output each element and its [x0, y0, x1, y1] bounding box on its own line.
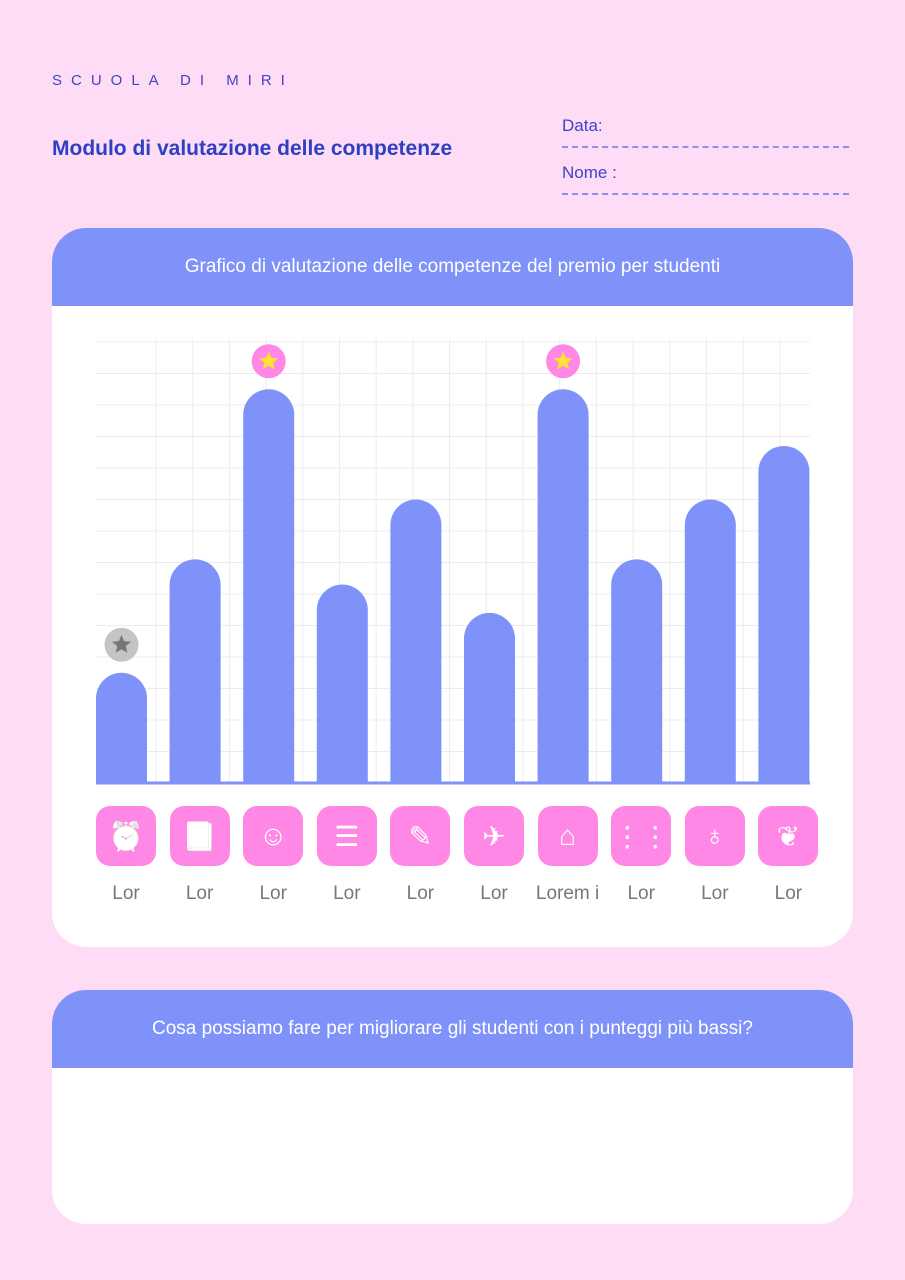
bar	[316, 584, 368, 783]
apple-icon-box: ♁	[684, 806, 745, 866]
name-field[interactable]: Nome :	[562, 163, 849, 195]
brand: SCUOLA DI MIRI	[52, 72, 294, 89]
star-icon	[112, 634, 131, 653]
plant-book-icon-box: ❦	[758, 806, 819, 866]
bar	[464, 612, 515, 783]
category-label: Lor	[185, 883, 214, 904]
bar	[243, 389, 295, 783]
star-icon	[259, 351, 279, 370]
book-icon: 📕	[182, 820, 218, 852]
bar	[684, 499, 736, 783]
date-field[interactable]: Data:	[562, 116, 849, 148]
paper-plane-icon: ✈	[482, 820, 506, 852]
question-heading: Cosa possiamo fare per migliorare gli st…	[52, 990, 853, 1068]
star-icon	[553, 351, 573, 370]
question-card: Cosa possiamo fare per migliorare gli st…	[52, 990, 853, 1224]
bar	[96, 672, 147, 783]
pencil-icon: ✎	[408, 820, 433, 852]
3d-printer-icon-box: ⌂	[537, 806, 598, 866]
bar	[390, 499, 442, 783]
alarm-clock-icon: ⏰	[108, 820, 144, 852]
abacus-icon-box: ⋮⋮	[611, 806, 672, 866]
head-icon: ☺	[258, 820, 288, 851]
category-label: Lor	[774, 883, 803, 904]
category-label: Lor	[480, 883, 508, 904]
bar	[611, 559, 663, 783]
category-label: Lor	[112, 883, 140, 904]
bar	[537, 389, 589, 783]
head-icon-box: ☺	[243, 806, 304, 866]
category-label: Lor	[259, 883, 287, 904]
drawers-icon: ☰	[334, 820, 360, 852]
category-label: Lor	[333, 883, 361, 904]
3d-printer-icon: ⌂	[559, 820, 577, 851]
plant-book-icon: ❦	[776, 820, 801, 852]
bar	[758, 445, 810, 783]
category-label: Lor	[406, 883, 435, 904]
answer-area[interactable]	[52, 1068, 853, 1224]
bar-chart	[96, 338, 810, 785]
category-label: Lorem i	[535, 883, 600, 904]
date-label: Data:	[562, 116, 603, 135]
drawers-icon-box: ☰	[316, 806, 377, 866]
alarm-clock-icon-box: ⏰	[96, 806, 156, 866]
book-icon-box: 📕	[169, 806, 230, 866]
name-label: Nome :	[562, 163, 617, 182]
apple-icon: ♁	[704, 820, 726, 851]
bar	[169, 559, 221, 783]
chart-card: Grafico di valutazione delle competenze …	[52, 228, 853, 947]
paper-plane-icon-box: ✈	[464, 806, 524, 866]
page-title: Modulo di valutazione delle competenze	[52, 137, 453, 160]
chart-heading: Grafico di valutazione delle competenze …	[52, 228, 853, 306]
pencil-icon-box: ✎	[390, 806, 451, 866]
category-label: Lor	[701, 883, 729, 904]
category-label: Lor	[627, 883, 655, 904]
abacus-icon: ⋮⋮	[613, 820, 670, 852]
